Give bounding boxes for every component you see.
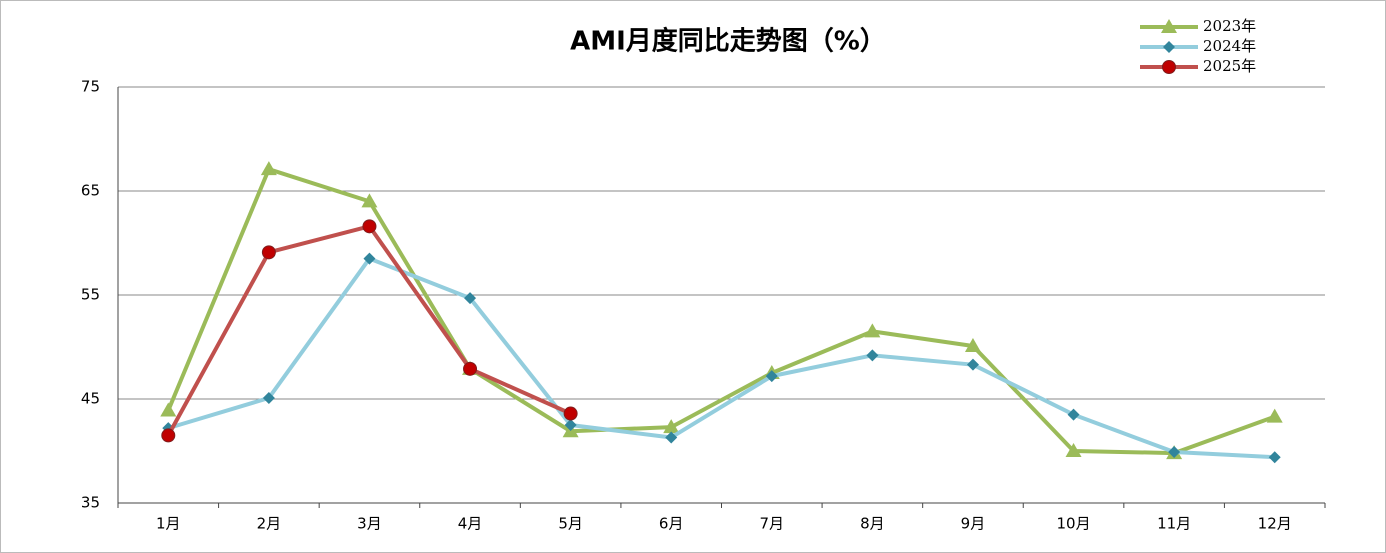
point (864, 323, 881, 338)
point (1067, 408, 1080, 421)
series-line (167, 256, 1275, 460)
x-tick-label: 7月 (760, 515, 785, 533)
point (1168, 446, 1181, 459)
point (161, 428, 176, 443)
legend-label: 2024年 (1203, 37, 1256, 55)
point (464, 292, 477, 305)
x-tick-label: 2月 (257, 515, 282, 533)
x-tick-label: 11月 (1157, 515, 1191, 533)
point (463, 361, 478, 376)
point (160, 402, 177, 417)
series-line (166, 167, 1276, 456)
point (765, 370, 778, 383)
point (361, 193, 378, 208)
y-tick-label: 35 (81, 494, 100, 512)
legend-marker (1161, 19, 1177, 33)
x-tick-label: 8月 (860, 515, 885, 533)
point (363, 252, 376, 265)
point (1268, 451, 1281, 464)
point (665, 431, 678, 444)
y-tick-label: 75 (81, 78, 100, 96)
x-tick-label: 10月 (1056, 515, 1090, 533)
point (1266, 408, 1283, 423)
point (260, 161, 277, 176)
legend-label: 2023年 (1203, 17, 1256, 35)
point (964, 337, 981, 352)
x-tick-label: 6月 (659, 515, 684, 533)
point (362, 219, 377, 234)
point (866, 349, 879, 362)
y-tick-label: 55 (81, 286, 100, 304)
point (1065, 443, 1082, 457)
chart-title: AMI月度同比走势图（%） (570, 26, 886, 57)
x-tick-label: 3月 (357, 515, 382, 533)
y-tick-label: 65 (81, 182, 100, 200)
legend-label: 2025年 (1203, 57, 1256, 75)
point (261, 245, 276, 260)
point (663, 419, 680, 434)
legend-marker (1163, 41, 1175, 53)
point (564, 419, 577, 431)
x-tick-label: 12月 (1258, 515, 1292, 533)
x-tick-label: 5月 (558, 515, 583, 533)
x-tick-label: 1月 (156, 515, 181, 533)
x-tick-label: 4月 (458, 515, 483, 533)
legend-marker (1162, 60, 1176, 74)
x-tick-label: 9月 (961, 515, 986, 533)
point (262, 391, 275, 404)
point (563, 406, 578, 421)
y-tick-label: 45 (81, 390, 100, 408)
point (966, 358, 979, 371)
